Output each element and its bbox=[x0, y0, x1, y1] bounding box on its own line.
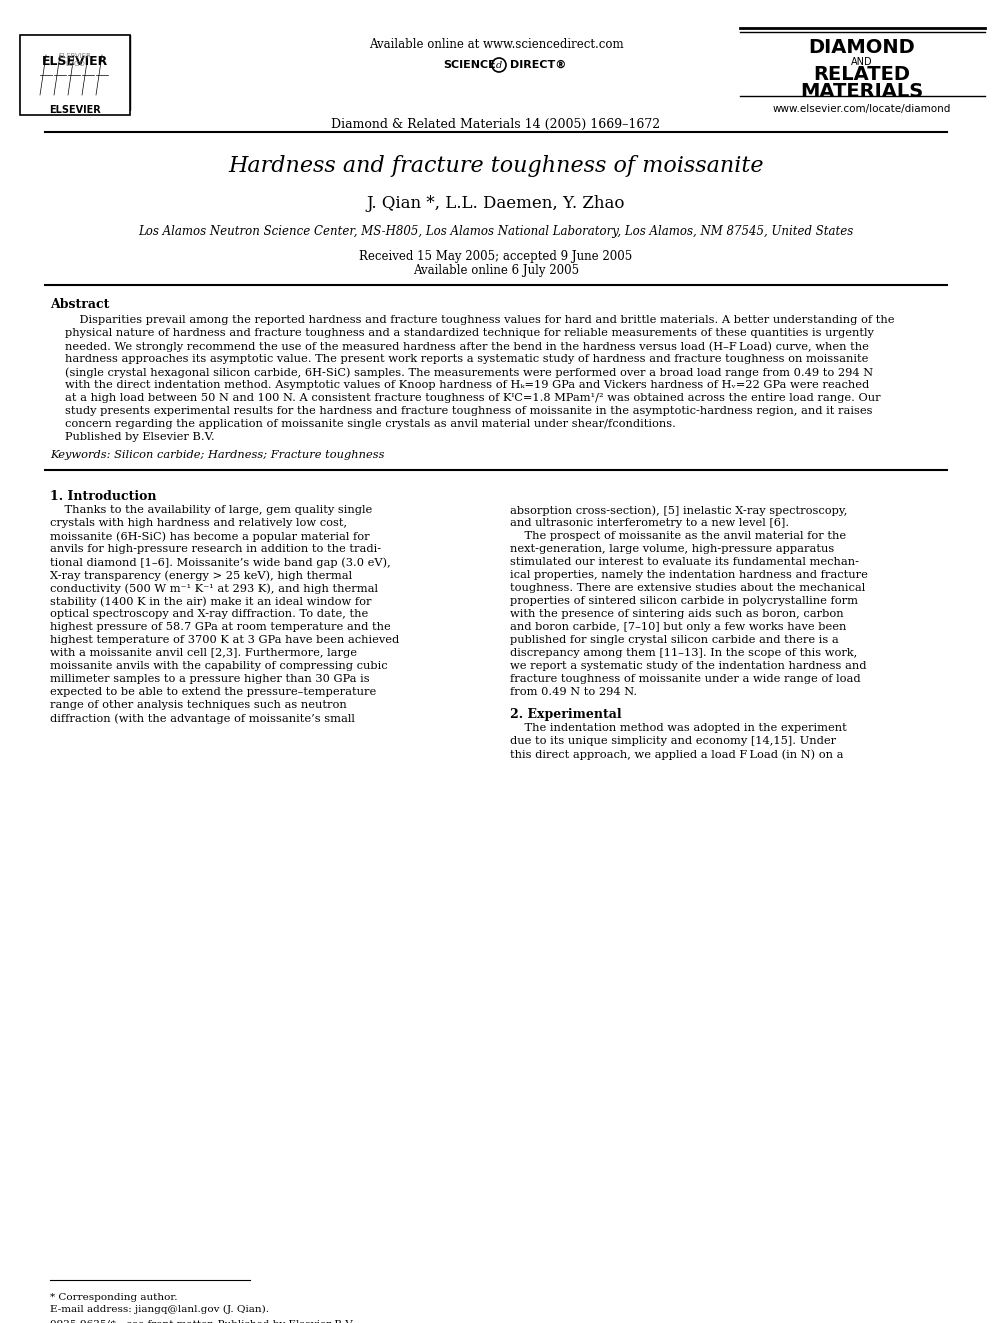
Text: crystals with high hardness and relatively low cost,: crystals with high hardness and relative… bbox=[50, 519, 347, 528]
Text: Keywords: Silicon carbide; Hardness; Fracture toughness: Keywords: Silicon carbide; Hardness; Fra… bbox=[50, 450, 385, 460]
Text: hardness approaches its asymptotic value. The present work reports a systematic : hardness approaches its asymptotic value… bbox=[65, 355, 868, 364]
Text: moissanite anvils with the capability of compressing cubic: moissanite anvils with the capability of… bbox=[50, 662, 388, 671]
Text: Los Alamos Neutron Science Center, MS-H805, Los Alamos National Laboratory, Los : Los Alamos Neutron Science Center, MS-H8… bbox=[138, 225, 854, 238]
Text: The indentation method was adopted in the experiment: The indentation method was adopted in th… bbox=[510, 722, 847, 733]
Text: Available online 6 July 2005: Available online 6 July 2005 bbox=[413, 265, 579, 277]
Bar bbox=[20, 34, 130, 115]
Text: Diamond & Related Materials 14 (2005) 1669–1672: Diamond & Related Materials 14 (2005) 16… bbox=[331, 118, 661, 131]
Text: needed. We strongly recommend the use of the measured hardness after the bend in: needed. We strongly recommend the use of… bbox=[65, 341, 869, 352]
Text: Hardness and fracture toughness of moissanite: Hardness and fracture toughness of moiss… bbox=[228, 155, 764, 177]
Text: RELATED: RELATED bbox=[813, 65, 911, 83]
Text: (single crystal hexagonal silicon carbide, 6H-SiC) samples. The measurements wer: (single crystal hexagonal silicon carbid… bbox=[65, 366, 873, 377]
Text: Received 15 May 2005; accepted 9 June 2005: Received 15 May 2005; accepted 9 June 20… bbox=[359, 250, 633, 263]
Text: DIRECT®: DIRECT® bbox=[510, 60, 566, 70]
Text: ELSEVIER
LOGO: ELSEVIER LOGO bbox=[59, 53, 91, 66]
Text: this direct approach, we applied a load F Load (in N) on a: this direct approach, we applied a load … bbox=[510, 749, 843, 759]
Text: with the direct indentation method. Asymptotic values of Knoop hardness of Hₖ=19: with the direct indentation method. Asym… bbox=[65, 380, 869, 390]
Text: due to its unique simplicity and economy [14,15]. Under: due to its unique simplicity and economy… bbox=[510, 736, 836, 746]
Text: highest pressure of 58.7 GPa at room temperature and the: highest pressure of 58.7 GPa at room tem… bbox=[50, 622, 391, 632]
Text: expected to be able to extend the pressure–temperature: expected to be able to extend the pressu… bbox=[50, 687, 376, 697]
Text: www.elsevier.com/locate/diamond: www.elsevier.com/locate/diamond bbox=[773, 105, 951, 114]
Text: physical nature of hardness and fracture toughness and a standardized technique : physical nature of hardness and fracture… bbox=[65, 328, 874, 337]
Text: and ultrasonic interferometry to a new level [6].: and ultrasonic interferometry to a new l… bbox=[510, 519, 789, 528]
Circle shape bbox=[492, 58, 506, 71]
Text: E-mail address: jiangq@lanl.gov (J. Qian).: E-mail address: jiangq@lanl.gov (J. Qian… bbox=[50, 1304, 269, 1314]
Text: Published by Elsevier B.V.: Published by Elsevier B.V. bbox=[65, 433, 214, 442]
Text: ELSEVIER: ELSEVIER bbox=[50, 105, 101, 115]
Text: MATERIALS: MATERIALS bbox=[801, 82, 924, 101]
Text: properties of sintered silicon carbide in polycrystalline form: properties of sintered silicon carbide i… bbox=[510, 595, 858, 606]
Text: fracture toughness of moissanite under a wide range of load: fracture toughness of moissanite under a… bbox=[510, 673, 861, 684]
Text: highest temperature of 3700 K at 3 GPa have been achieved: highest temperature of 3700 K at 3 GPa h… bbox=[50, 635, 399, 646]
Text: tional diamond [1–6]. Moissanite’s wide band gap (3.0 eV),: tional diamond [1–6]. Moissanite’s wide … bbox=[50, 557, 391, 568]
Text: discrepancy among them [11–13]. In the scope of this work,: discrepancy among them [11–13]. In the s… bbox=[510, 648, 857, 658]
Text: published for single crystal silicon carbide and there is a: published for single crystal silicon car… bbox=[510, 635, 839, 646]
Text: range of other analysis techniques such as neutron: range of other analysis techniques such … bbox=[50, 700, 347, 710]
Text: d: d bbox=[496, 61, 502, 70]
Text: ELSEVIER: ELSEVIER bbox=[42, 56, 108, 67]
Text: * Corresponding author.: * Corresponding author. bbox=[50, 1293, 178, 1302]
Text: absorption cross-section), [5] inelastic X-ray spectroscopy,: absorption cross-section), [5] inelastic… bbox=[510, 505, 847, 516]
Text: DIAMOND: DIAMOND bbox=[808, 38, 916, 57]
Text: stimulated our interest to evaluate its fundamental mechan-: stimulated our interest to evaluate its … bbox=[510, 557, 859, 568]
Text: The prospect of moissanite as the anvil material for the: The prospect of moissanite as the anvil … bbox=[510, 531, 846, 541]
Text: we report a systematic study of the indentation hardness and: we report a systematic study of the inde… bbox=[510, 662, 866, 671]
Text: Disparities prevail among the reported hardness and fracture toughness values fo: Disparities prevail among the reported h… bbox=[65, 315, 895, 325]
Text: AND: AND bbox=[851, 57, 873, 67]
Text: with the presence of sintering aids such as boron, carbon: with the presence of sintering aids such… bbox=[510, 609, 843, 619]
Text: stability (1400 K in the air) make it an ideal window for: stability (1400 K in the air) make it an… bbox=[50, 595, 371, 606]
Text: SCIENCE: SCIENCE bbox=[443, 60, 496, 70]
Text: Available online at www.sciencedirect.com: Available online at www.sciencedirect.co… bbox=[369, 38, 623, 52]
Text: Abstract: Abstract bbox=[50, 298, 109, 311]
Text: millimeter samples to a pressure higher than 30 GPa is: millimeter samples to a pressure higher … bbox=[50, 673, 370, 684]
Text: conductivity (500 W m⁻¹ K⁻¹ at 293 K), and high thermal: conductivity (500 W m⁻¹ K⁻¹ at 293 K), a… bbox=[50, 583, 378, 594]
Text: anvils for high-pressure research in addition to the tradi-: anvils for high-pressure research in add… bbox=[50, 544, 381, 554]
Text: at a high load between 50 N and 100 N. A consistent fracture toughness of KᴵC=1.: at a high load between 50 N and 100 N. A… bbox=[65, 393, 881, 404]
Text: concern regarding the application of moissanite single crystals as anvil materia: concern regarding the application of moi… bbox=[65, 419, 676, 429]
Text: toughness. There are extensive studies about the mechanical: toughness. There are extensive studies a… bbox=[510, 583, 865, 593]
Text: X-ray transparency (energy > 25 keV), high thermal: X-ray transparency (energy > 25 keV), hi… bbox=[50, 570, 352, 581]
Text: optical spectroscopy and X-ray diffraction. To date, the: optical spectroscopy and X-ray diffracti… bbox=[50, 609, 368, 619]
Text: 1. Introduction: 1. Introduction bbox=[50, 490, 157, 503]
Text: and boron carbide, [7–10] but only a few works have been: and boron carbide, [7–10] but only a few… bbox=[510, 622, 846, 632]
Text: from 0.49 N to 294 N.: from 0.49 N to 294 N. bbox=[510, 687, 637, 697]
Text: study presents experimental results for the hardness and fracture toughness of m: study presents experimental results for … bbox=[65, 406, 873, 415]
Text: diffraction (with the advantage of moissanite’s small: diffraction (with the advantage of moiss… bbox=[50, 713, 355, 724]
Text: 2. Experimental: 2. Experimental bbox=[510, 708, 622, 721]
Text: 0925-9635/$ - see front matter. Published by Elsevier B.V.: 0925-9635/$ - see front matter. Publishe… bbox=[50, 1320, 354, 1323]
Text: J. Qian *, L.L. Daemen, Y. Zhao: J. Qian *, L.L. Daemen, Y. Zhao bbox=[367, 194, 625, 212]
Text: Thanks to the availability of large, gem quality single: Thanks to the availability of large, gem… bbox=[50, 505, 372, 515]
Text: with a moissanite anvil cell [2,3]. Furthermore, large: with a moissanite anvil cell [2,3]. Furt… bbox=[50, 648, 357, 658]
Text: moissanite (6H-SiC) has become a popular material for: moissanite (6H-SiC) has become a popular… bbox=[50, 531, 370, 541]
Text: next-generation, large volume, high-pressure apparatus: next-generation, large volume, high-pres… bbox=[510, 544, 834, 554]
Text: ical properties, namely the indentation hardness and fracture: ical properties, namely the indentation … bbox=[510, 570, 868, 579]
Bar bbox=[20, 34, 130, 110]
